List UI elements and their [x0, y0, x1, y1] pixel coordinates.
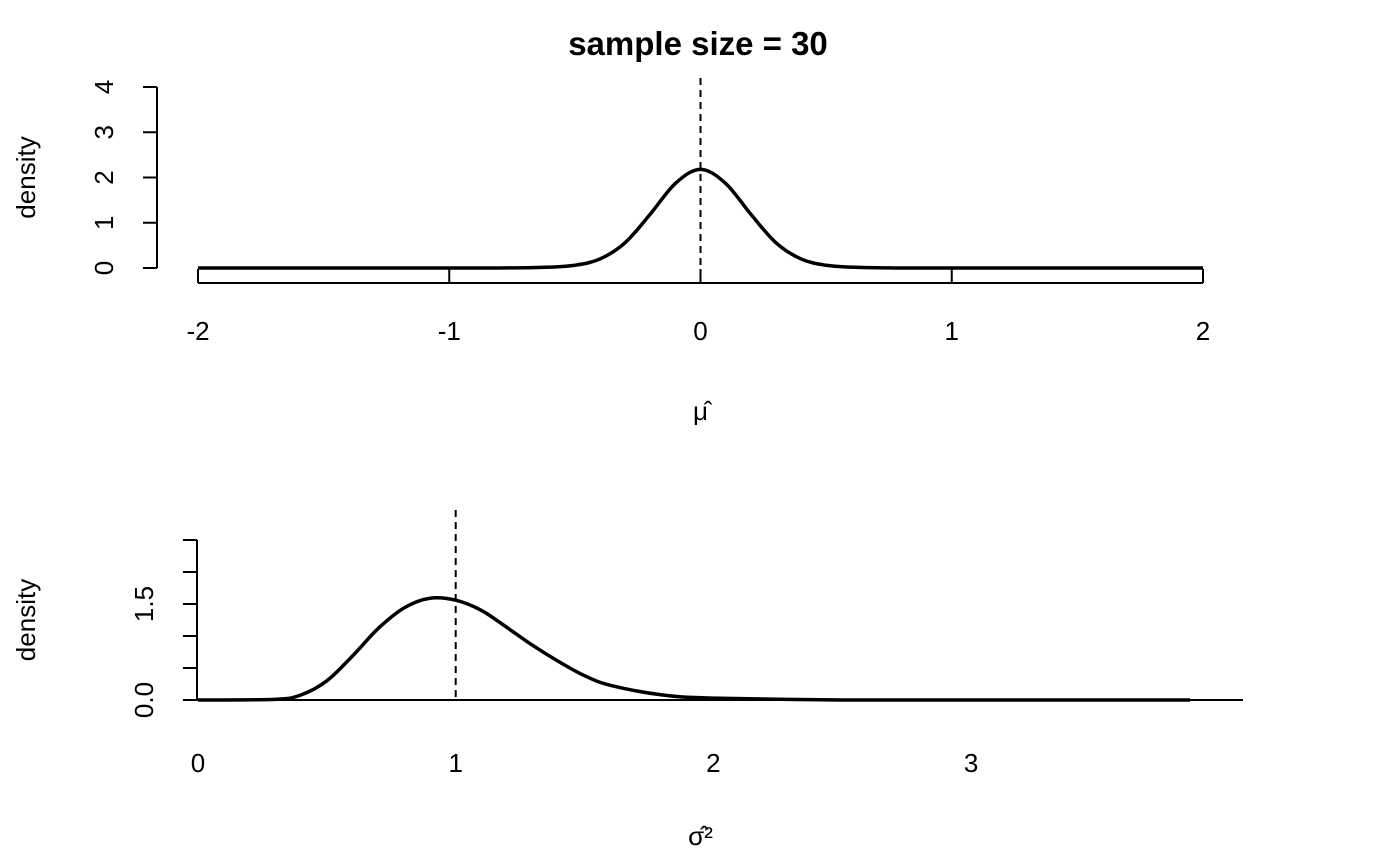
y-axis-label: density	[11, 579, 41, 661]
x-tick-label: 2	[706, 748, 720, 778]
x-tick-label: 0	[693, 316, 707, 346]
chart-title: sample size = 30	[568, 25, 828, 62]
y-tick-label: 1.5	[129, 586, 159, 622]
density-curve	[197, 595, 1191, 702]
y-axis-label: density	[11, 136, 41, 218]
y-tick-label: 3	[89, 125, 119, 139]
x-tick-label: 3	[964, 748, 978, 778]
panel-mu-hat: 0 1 2 3 4 -2 -1 0 1 2 density μ̂	[11, 78, 1210, 426]
y-tick-label: 0.0	[129, 682, 159, 718]
x-tick-label: -2	[186, 316, 209, 346]
x-tick-label: 1	[945, 316, 959, 346]
density-curve	[198, 167, 1203, 270]
y-tick-label: 1	[89, 216, 119, 230]
y-tick-label: 2	[89, 170, 119, 184]
y-tick-label: 4	[89, 80, 119, 94]
x-axis-label: σ̂²	[688, 821, 713, 851]
x-tick-label: 0	[191, 748, 205, 778]
x-tick-label: 2	[1196, 316, 1210, 346]
y-tick-label: 0	[89, 261, 119, 275]
x-tick-label: 1	[448, 748, 462, 778]
x-tick-label: -1	[438, 316, 461, 346]
x-axis-label: μ̂	[693, 396, 713, 426]
panel-sigma2-hat: 0.0 1.5 0 1 2 3 density σ̂²	[11, 510, 1243, 851]
